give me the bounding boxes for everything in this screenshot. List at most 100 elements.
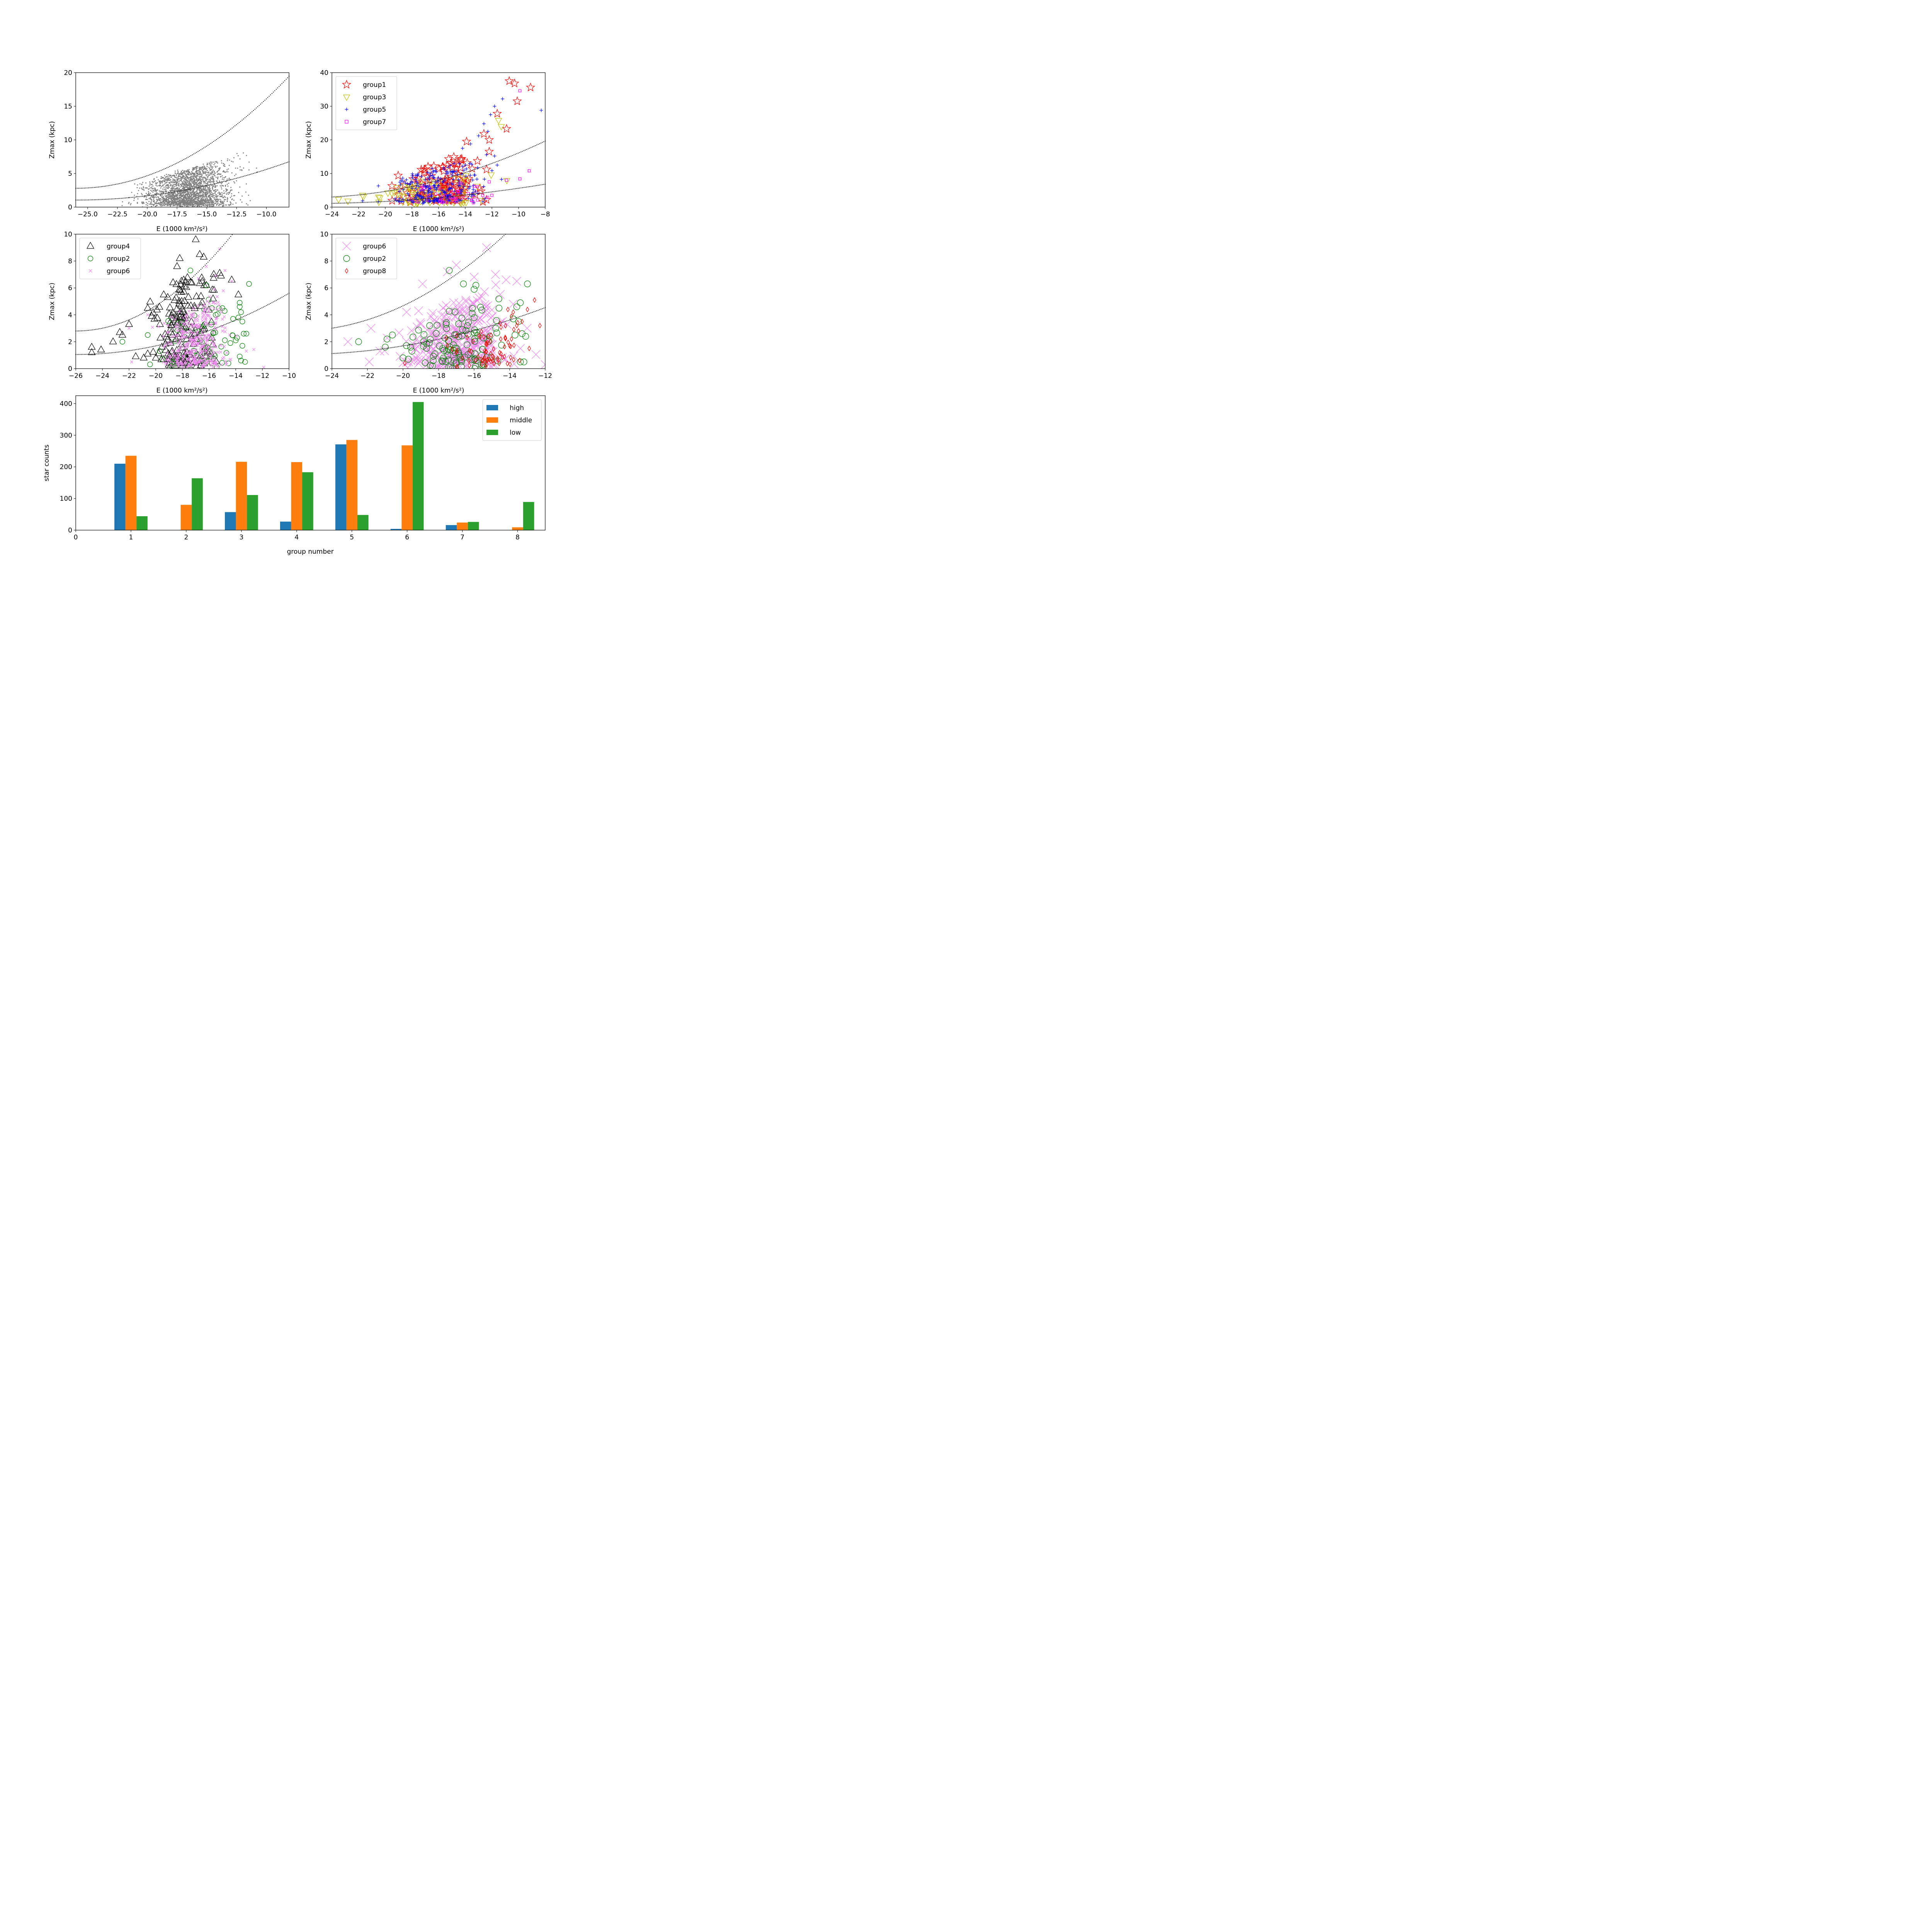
p1-curve-dot xyxy=(95,199,96,200)
p1-point xyxy=(225,190,227,192)
p1-point xyxy=(186,203,188,204)
p1-curve-dot xyxy=(177,190,179,192)
p1-point xyxy=(194,174,196,176)
p1-curve-dot xyxy=(250,173,251,175)
p1-point xyxy=(217,189,218,191)
p1-point xyxy=(190,181,192,182)
p3-point xyxy=(194,361,197,364)
p3-point xyxy=(157,348,163,354)
p3-point xyxy=(211,347,214,351)
p1-curve-dot xyxy=(88,187,89,189)
p1-point xyxy=(195,194,197,195)
p1-point xyxy=(180,202,182,204)
p3-point xyxy=(186,345,190,349)
p2-point xyxy=(485,135,494,144)
p2-curve-dot xyxy=(519,152,520,153)
p3-point xyxy=(180,330,184,333)
p3-point xyxy=(205,305,213,313)
p1-point xyxy=(175,177,177,178)
p1-point xyxy=(169,198,171,199)
p1-point xyxy=(169,175,170,176)
p2-point xyxy=(400,180,410,189)
p3-curve-dot xyxy=(102,353,104,354)
p3-curve-dot xyxy=(125,350,126,352)
p1-point xyxy=(227,198,228,199)
p1-point xyxy=(164,204,166,206)
p1-point xyxy=(211,168,213,169)
p1-point xyxy=(182,192,184,194)
p2-curve-dot xyxy=(451,176,452,177)
p1-point xyxy=(207,184,208,185)
p4-point xyxy=(451,322,459,332)
p1-point xyxy=(208,192,210,193)
p1-point xyxy=(173,190,174,191)
p1-point xyxy=(187,191,188,193)
p1-point xyxy=(172,178,173,180)
p1-point xyxy=(203,165,205,167)
p1-point xyxy=(201,181,202,183)
p1-curve-dot xyxy=(196,187,197,188)
p1-point xyxy=(208,204,210,206)
p1-point xyxy=(248,169,250,171)
p3-point xyxy=(209,274,218,281)
p2-point xyxy=(454,198,457,201)
p2-curve-dot xyxy=(350,202,351,204)
p1-point xyxy=(184,192,186,194)
p1-point xyxy=(171,189,172,191)
p2-point xyxy=(464,167,468,171)
p1-point xyxy=(185,185,187,186)
p1-point xyxy=(243,167,244,169)
p2-curve-dot xyxy=(486,192,488,193)
p1-point xyxy=(211,178,213,179)
p1-xtick-label: −15.0 xyxy=(197,211,217,218)
p2-point xyxy=(436,179,440,182)
p1-point xyxy=(165,196,167,197)
figure: Zmax (kpc) E (1000 km²/s²) Zmax (kpc) E … xyxy=(0,0,596,596)
p1-point xyxy=(160,178,162,179)
p2-curve-dot xyxy=(387,190,388,192)
p1-point xyxy=(190,184,192,185)
p1-point xyxy=(165,180,167,181)
p1-curve-dot xyxy=(99,199,100,200)
p1-point xyxy=(177,198,179,200)
p2-point xyxy=(460,172,464,176)
p1-point xyxy=(219,203,220,205)
p1-point xyxy=(165,204,166,205)
p1-curve-dot xyxy=(277,87,278,88)
p1-curve-dot xyxy=(132,197,133,198)
p1-point xyxy=(201,199,202,201)
p1-point xyxy=(181,198,183,200)
p1-curve-dot xyxy=(77,199,78,201)
p3-point xyxy=(175,362,179,366)
p2-point xyxy=(456,190,460,193)
p1-point xyxy=(169,204,171,206)
p3-point xyxy=(204,312,207,315)
p1-point xyxy=(223,163,224,165)
p1-point xyxy=(192,189,194,191)
p3-curve-dot xyxy=(105,327,106,328)
p3-xtick-label: −22 xyxy=(122,372,136,380)
panel-1-xlabel: E (1000 km²/s²) xyxy=(156,225,208,233)
p1-curve-dot xyxy=(248,174,250,175)
p1-point xyxy=(192,170,194,171)
p3-point xyxy=(184,342,187,346)
p1-point xyxy=(200,183,201,185)
p3-point xyxy=(167,321,175,328)
p3-point xyxy=(182,323,185,327)
p3-curve-dot xyxy=(206,263,207,264)
p1-point xyxy=(150,197,151,199)
p1-point xyxy=(188,204,189,205)
p1-point xyxy=(187,201,188,203)
p1-curve-dot xyxy=(83,187,85,189)
p1-point xyxy=(190,190,191,192)
p3-point xyxy=(213,357,217,360)
p1-point xyxy=(231,198,233,200)
p1-curve-dot xyxy=(223,181,224,182)
p2-point xyxy=(436,176,440,180)
p3-point xyxy=(168,311,176,318)
p3-curve-dot xyxy=(270,303,271,304)
p2-point xyxy=(444,190,448,194)
p1-point xyxy=(240,169,241,171)
p2-point xyxy=(478,198,486,205)
p1-point xyxy=(179,180,180,182)
